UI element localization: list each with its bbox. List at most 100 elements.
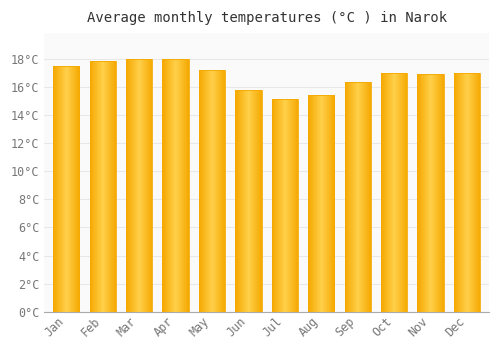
Bar: [239, 90, 240, 312]
Bar: [149, 58, 150, 312]
Bar: [360, 83, 361, 312]
Bar: [476, 72, 478, 312]
Bar: [104, 61, 105, 312]
Bar: [218, 70, 219, 312]
Bar: [101, 61, 102, 312]
Bar: [258, 90, 259, 312]
Bar: [357, 83, 358, 312]
Bar: [95, 61, 96, 312]
Bar: [358, 83, 359, 312]
Bar: [361, 83, 362, 312]
Bar: [70, 65, 72, 312]
Bar: [308, 95, 310, 312]
Bar: [332, 95, 333, 312]
Bar: [293, 99, 294, 312]
Bar: [174, 58, 175, 312]
Bar: [73, 65, 74, 312]
Bar: [384, 72, 385, 312]
Bar: [314, 95, 315, 312]
Bar: [469, 72, 470, 312]
Bar: [354, 83, 355, 312]
Bar: [99, 61, 100, 312]
Bar: [134, 58, 135, 312]
Bar: [132, 58, 133, 312]
Bar: [128, 58, 129, 312]
Bar: [216, 70, 217, 312]
Bar: [460, 72, 461, 312]
Bar: [434, 74, 435, 312]
Bar: [249, 90, 250, 312]
Bar: [250, 90, 252, 312]
Bar: [182, 58, 183, 312]
Bar: [93, 61, 94, 312]
Bar: [255, 90, 256, 312]
Bar: [439, 74, 440, 312]
Bar: [58, 65, 59, 312]
Bar: [345, 83, 346, 312]
Bar: [275, 99, 276, 312]
Bar: [369, 83, 370, 312]
Bar: [349, 83, 350, 312]
Bar: [315, 95, 316, 312]
Bar: [310, 95, 311, 312]
Bar: [420, 74, 421, 312]
Bar: [53, 65, 54, 312]
Bar: [244, 90, 245, 312]
Bar: [207, 70, 208, 312]
Bar: [313, 95, 314, 312]
Bar: [478, 72, 479, 312]
Bar: [359, 83, 360, 312]
Bar: [181, 58, 182, 312]
Bar: [308, 95, 334, 312]
Bar: [224, 70, 225, 312]
Bar: [400, 72, 402, 312]
Bar: [54, 65, 55, 312]
Bar: [354, 83, 356, 312]
Bar: [201, 70, 202, 312]
Bar: [288, 99, 289, 312]
Bar: [432, 74, 433, 312]
Bar: [403, 72, 404, 312]
Bar: [237, 90, 238, 312]
Bar: [210, 70, 212, 312]
Bar: [252, 90, 253, 312]
Bar: [291, 99, 292, 312]
Bar: [250, 90, 251, 312]
Bar: [96, 61, 97, 312]
Bar: [437, 74, 438, 312]
Bar: [421, 74, 422, 312]
Bar: [308, 95, 309, 312]
Bar: [241, 90, 242, 312]
Bar: [348, 83, 349, 312]
Bar: [182, 58, 183, 312]
Bar: [461, 72, 462, 312]
Bar: [206, 70, 207, 312]
Bar: [164, 58, 165, 312]
Bar: [274, 99, 275, 312]
Bar: [169, 58, 170, 312]
Bar: [382, 72, 383, 312]
Bar: [394, 72, 395, 312]
Bar: [180, 58, 181, 312]
Bar: [214, 70, 215, 312]
Bar: [390, 72, 392, 312]
Bar: [69, 65, 70, 312]
Bar: [130, 58, 131, 312]
Bar: [178, 58, 180, 312]
Bar: [260, 90, 261, 312]
Bar: [397, 72, 398, 312]
Bar: [257, 90, 258, 312]
Bar: [407, 72, 408, 312]
Bar: [223, 70, 224, 312]
Bar: [418, 74, 444, 312]
Bar: [472, 72, 474, 312]
Bar: [63, 65, 64, 312]
Bar: [128, 58, 130, 312]
Bar: [473, 72, 474, 312]
Bar: [435, 74, 436, 312]
Bar: [441, 74, 442, 312]
Bar: [366, 83, 367, 312]
Bar: [396, 72, 397, 312]
Bar: [462, 72, 463, 312]
Bar: [328, 95, 329, 312]
